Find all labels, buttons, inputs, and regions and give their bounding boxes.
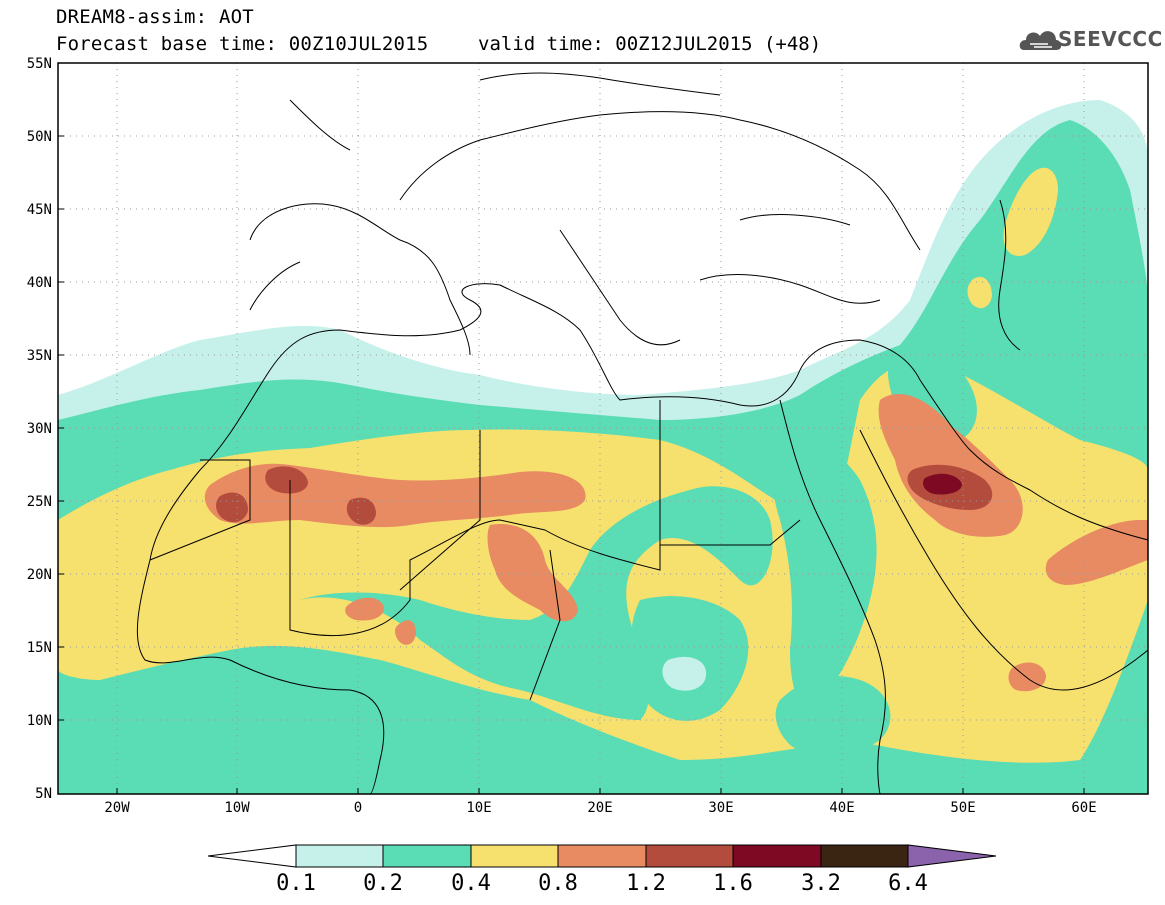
- lon-label: 10W: [224, 800, 250, 816]
- lon-label: 50E: [950, 800, 975, 816]
- cloud-icon: [1019, 31, 1062, 50]
- aot-green-patch-red-sea: [772, 437, 877, 707]
- aot-cyan-patch: [662, 656, 707, 691]
- lat-label: 55N: [27, 56, 52, 72]
- lat-label: 20N: [27, 567, 52, 583]
- aot-band-0-8-oman: [1045, 520, 1148, 585]
- lat-label: 50N: [27, 129, 52, 145]
- base-time: Forecast base time: 00Z10JUL2015: [56, 33, 429, 55]
- aot-green-patch-ethiopia: [775, 676, 891, 756]
- aot-band-0-8-mali: [345, 597, 384, 621]
- lat-label: 40N: [27, 275, 52, 291]
- colorbar-swatch: [470, 844, 559, 868]
- lat-label: 15N: [27, 640, 52, 656]
- colorbar-label: 0.8: [538, 871, 578, 896]
- lat-label: 35N: [27, 348, 52, 364]
- colorbar-swatch: [382, 844, 472, 868]
- lat-label: 45N: [27, 202, 52, 218]
- ticks: [58, 62, 1085, 794]
- lon-label: 20E: [587, 800, 612, 816]
- colorbar-right-arrow: [907, 844, 997, 868]
- colorbar-swatch: [295, 844, 384, 868]
- aot-yellow-patch-caspian: [1003, 167, 1058, 256]
- aot-band-0-8-chad: [487, 524, 578, 622]
- colorbar: [207, 844, 997, 868]
- lat-label: 30N: [27, 421, 52, 437]
- colorbar-left-arrow: [207, 844, 297, 868]
- lon-label: 30E: [708, 800, 733, 816]
- colorbar-label: 3.2: [801, 871, 841, 896]
- colorbar-label: 1.2: [626, 871, 666, 896]
- colorbar-swatch: [557, 844, 647, 868]
- coastlines: [136, 72, 1148, 794]
- colorbar-label: 0.2: [363, 871, 403, 896]
- aot-band-1-2-core-b: [216, 492, 248, 523]
- colorbar-label: 0.1: [276, 871, 316, 896]
- aot-band-0-8-niger: [395, 620, 416, 645]
- logo-text: SEEVCCC: [1058, 27, 1163, 51]
- aot-band-1-2-core-a: [265, 466, 308, 494]
- lon-label: 20W: [104, 800, 130, 816]
- colorbar-swatch: [645, 844, 734, 868]
- lat-label: 25N: [27, 494, 52, 510]
- colorbar-label: 0.4: [451, 871, 491, 896]
- lon-label: 0: [354, 800, 362, 816]
- lat-label: 5N: [35, 786, 52, 802]
- aot-band-1-6-core: [923, 473, 962, 495]
- colorbar-swatch: [732, 844, 822, 868]
- colorbar-label: 6.4: [888, 871, 928, 896]
- lon-label: 60E: [1071, 800, 1096, 816]
- lon-label: 40E: [829, 800, 854, 816]
- valid-time: valid time: 00Z12JUL2015 (+48): [478, 33, 822, 55]
- aot-yellow-patch-east: [967, 276, 992, 309]
- aot-green-patch-sahel: [300, 486, 773, 720]
- aot-band-1-2-core-c: [346, 497, 376, 525]
- lat-label: 10N: [27, 713, 52, 729]
- lon-label: 10E: [466, 800, 491, 816]
- map-title: DREAM8-assim: AOT: [56, 6, 254, 28]
- colorbar-swatch: [820, 844, 909, 868]
- colorbar-label: 1.6: [713, 871, 753, 896]
